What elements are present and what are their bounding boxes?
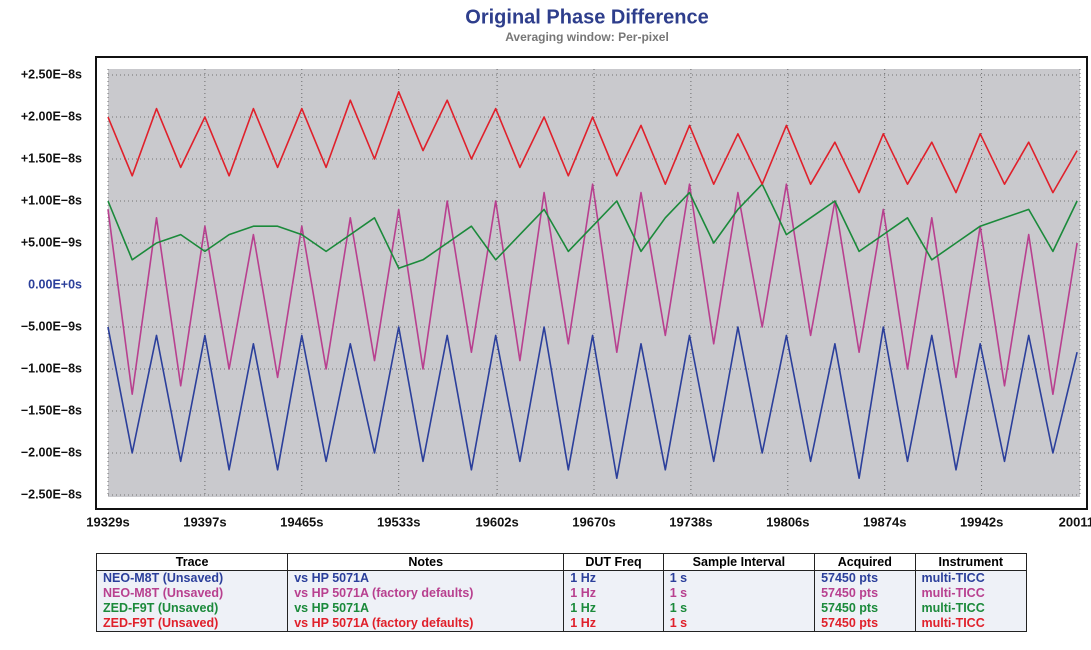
chart-title: Original Phase Difference xyxy=(465,6,708,28)
legend-row: ZED-F9T (Unsaved) vs HP 5071A (factory de… xyxy=(95,616,1028,632)
x-tick-label: 19465s xyxy=(280,514,323,529)
x-tick-label: 19670s xyxy=(572,514,615,529)
trace-name: NEO-M8T (Unsaved) xyxy=(95,570,289,586)
x-tick-label: 19397s xyxy=(183,514,226,529)
x-tick-label: 19738s xyxy=(669,514,712,529)
legend-cell: 57450 pts xyxy=(814,616,916,632)
x-tick-label: 19942s xyxy=(960,514,1003,529)
trace-name: ZED-F9T (Unsaved) xyxy=(95,601,289,616)
y-tick-label: 0.00E+0s xyxy=(28,277,82,291)
legend-cell: 1 s xyxy=(662,586,816,601)
legend-cell: multi-TICC xyxy=(914,586,1028,601)
legend-cell: 1 s xyxy=(662,601,816,616)
legend-cell: multi-TICC xyxy=(914,616,1028,632)
y-tick-label: +1.00E−8s xyxy=(21,193,82,207)
chart-subtitle: Averaging window: Per-pixel xyxy=(505,30,669,44)
chart: Original Phase Difference Averaging wind… xyxy=(21,6,1091,529)
y-tick-label: +2.50E−8s xyxy=(21,67,82,81)
y-tick-label: −1.00E−8s xyxy=(21,361,82,375)
y-tick-label: −2.50E−8s xyxy=(21,487,82,501)
legend-cell: 1 Hz xyxy=(563,616,664,632)
column-header: DUT Freq xyxy=(563,553,664,571)
x-tick-label: 19533s xyxy=(377,514,420,529)
legend-cell: 1 Hz xyxy=(563,601,664,616)
legend-cell: vs HP 5071A (factory defaults) xyxy=(287,586,565,601)
x-tick-label: 20011s xyxy=(1059,514,1091,529)
y-tick-label: +5.00E−9s xyxy=(21,235,82,249)
y-tick-label: +2.00E−8s xyxy=(21,109,82,123)
legend-cell: 57450 pts xyxy=(814,586,916,601)
x-tick-label: 19806s xyxy=(766,514,809,529)
legend-cell: 57450 pts xyxy=(814,570,916,586)
column-header: Notes xyxy=(287,553,565,571)
legend-row: NEO-M8T (Unsaved) vs HP 5071A (factory de… xyxy=(95,586,1028,601)
x-tick-label: 19602s xyxy=(475,514,518,529)
legend-cell: 1 s xyxy=(662,616,816,632)
trace-line xyxy=(107,183,1078,395)
y-tick-label: −1.50E−8s xyxy=(21,403,82,417)
legend-row: NEO-M8T (Unsaved) vs HP 5071A 1 Hz 1 s 57450… xyxy=(95,570,1028,586)
header-row: Trace Notes DUT Freq Sample Interval Acquire… xyxy=(95,553,1028,571)
column-header: Trace xyxy=(95,553,289,571)
legend-row: ZED-F9T (Unsaved) vs HP 5071A 1 Hz 1 s 57450… xyxy=(95,601,1028,616)
legend-cell: vs HP 5071A (factory defaults) xyxy=(287,616,565,632)
x-tick-label: 19874s xyxy=(863,514,906,529)
trace-line xyxy=(107,183,1078,269)
legend-cell: 1 Hz xyxy=(563,586,664,601)
x-tick-label: 19329s xyxy=(86,514,129,529)
trace-name: NEO-M8T (Unsaved) xyxy=(95,586,289,601)
column-header: Sample Interval xyxy=(662,553,816,571)
legend-cell: 57450 pts xyxy=(814,601,916,616)
y-tick-label: −2.00E−8s xyxy=(21,445,82,459)
trace-name: ZED-F9T (Unsaved) xyxy=(95,616,289,632)
trace-line xyxy=(107,91,1078,194)
legend-table: Trace Notes DUT Freq Sample Interval Acquire… xyxy=(95,553,1028,632)
y-tick-label: −5.00E−9s xyxy=(21,319,82,333)
legend-cell: multi-TICC xyxy=(914,601,1028,616)
legend-cell: vs HP 5071A xyxy=(287,570,565,586)
legend-cell: vs HP 5071A xyxy=(287,601,565,616)
column-header: Acquired xyxy=(814,553,916,571)
legend-cell: 1 Hz xyxy=(563,570,664,586)
legend-cell: 1 s xyxy=(662,570,816,586)
legend-cell: multi-TICC xyxy=(914,570,1028,586)
y-tick-label: +1.50E−8s xyxy=(21,151,82,165)
trace-line xyxy=(107,326,1078,479)
column-header: Instrument xyxy=(914,553,1028,571)
